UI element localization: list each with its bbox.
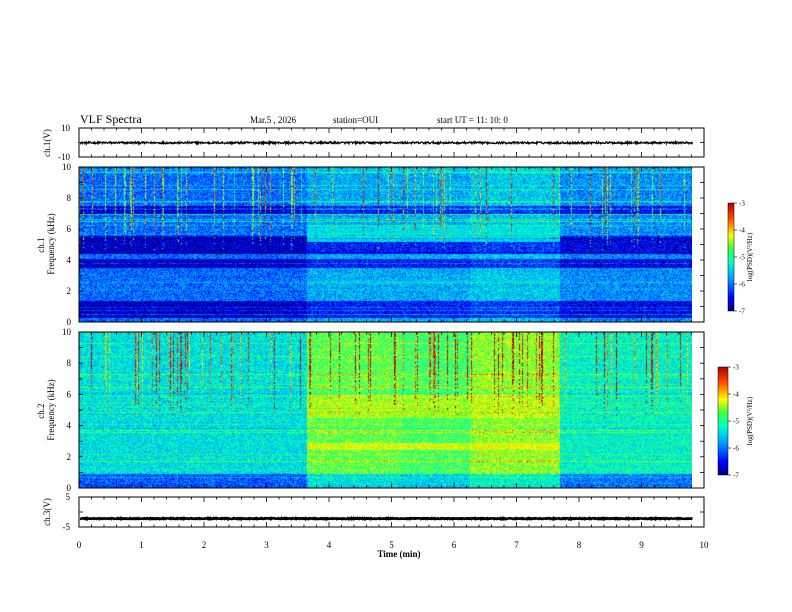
ch2-colorbar-ticks: -3 -4 -5 -6 -7 xyxy=(728,364,739,480)
ch2-colorbar xyxy=(717,366,729,476)
ytick-label: 4 xyxy=(67,421,72,431)
colorbar-tick-label: -7 xyxy=(739,308,745,316)
colorbar-tick-label: -7 xyxy=(733,472,739,480)
colorbar-tick-label: -5 xyxy=(739,254,745,262)
ch1-ytick-top: 10 xyxy=(61,123,71,133)
ch2-spectrogram-ylabel: ch.2 Frequency (kHz) xyxy=(36,379,56,440)
ch2-spectrogram-ytick-labels: 0 2 4 6 8 10 xyxy=(62,327,72,493)
ytick-label: 0 xyxy=(67,483,72,493)
ch1-ylabel: ch.1(V) xyxy=(42,129,52,157)
time-tick-label: 1 xyxy=(139,540,144,550)
ch1-waveform-panel: 10 -10 ch.1(V) xyxy=(42,123,705,162)
ch1-spectrogram-image xyxy=(79,167,692,322)
ch2-spectrogram-image xyxy=(79,332,692,488)
ytick-label: 8 xyxy=(67,358,72,368)
ytick-label: 8 xyxy=(67,193,72,203)
ytick-label: 6 xyxy=(67,224,72,234)
ch3-ytick-bottom: -5 xyxy=(63,522,71,532)
figure-title: VLF Spectra xyxy=(80,112,142,126)
ytick-label: 2 xyxy=(67,452,72,462)
ytick-label: 10 xyxy=(62,162,72,172)
ch1-spectrogram-ylabel: ch.1 Frequency (kHz) xyxy=(36,213,56,274)
ch2-spectrogram-ticks xyxy=(78,331,705,489)
time-tick-label: 9 xyxy=(639,540,644,550)
colorbar-tick-label: -3 xyxy=(739,200,745,208)
ch1-spectrogram-ylabel-unit: Frequency (kHz) xyxy=(46,213,56,274)
colorbar-tick-label: -6 xyxy=(733,445,739,453)
colorbar-tick-label: -4 xyxy=(739,227,745,235)
colorbar-tick-label: -4 xyxy=(733,391,739,399)
ch2-spectrogram-ylabel-unit: Frequency (kHz) xyxy=(46,379,56,440)
ch1-colorbar-label: log(PSD)(V²/Hz) xyxy=(746,232,754,281)
ch1-spectrogram-ytick-labels: 0 2 4 6 8 10 xyxy=(62,162,72,327)
ch2-spectrogram-ylabel-channel: ch.2 xyxy=(36,404,46,419)
ytick-label: 4 xyxy=(67,255,72,265)
time-tick-label: 7 xyxy=(514,540,519,550)
ch1-spectrogram-ticks xyxy=(78,166,705,323)
ch1-spectrogram-ylabel-channel: ch.1 xyxy=(36,238,46,253)
ch2-colorbar-label: log(PSD)(V²/Hz) xyxy=(746,396,754,445)
ch3-waveform-trace xyxy=(79,515,693,522)
time-tick-label: 5 xyxy=(389,540,394,550)
ch1-waveform-ticks xyxy=(78,127,705,158)
ch1-ytick-bottom: -10 xyxy=(58,152,70,162)
ch3-ytick-top: 5 xyxy=(66,492,71,502)
time-tick-label: 6 xyxy=(452,540,457,550)
colorbar-tick-label: -6 xyxy=(739,281,745,289)
ch1-colorbar-ticks: -3 -4 -5 -6 -7 xyxy=(734,200,745,316)
ytick-label: 10 xyxy=(62,327,72,337)
station-label: station=OUI xyxy=(333,115,378,125)
ytick-label: 2 xyxy=(67,286,72,296)
ch1-colorbar xyxy=(727,202,735,312)
time-tick-label: 8 xyxy=(577,540,582,550)
time-axis-tick-labels: 0 1 2 3 4 5 6 7 8 9 10 xyxy=(77,540,709,550)
date-label: Mar.5 , 2026 xyxy=(250,115,296,125)
time-tick-label: 3 xyxy=(264,540,269,550)
time-tick-label: 0 xyxy=(77,540,82,550)
ch1-waveform-trace xyxy=(79,139,694,147)
time-tick-label: 10 xyxy=(700,540,710,550)
ytick-label: 6 xyxy=(67,389,72,399)
waveform-line xyxy=(79,515,693,522)
colorbar-tick-label: -5 xyxy=(733,418,739,426)
ytick-label: 0 xyxy=(67,317,72,327)
waveform-line xyxy=(79,139,694,147)
start-time-label: start UT = 11: 10: 0 xyxy=(437,115,508,125)
ch3-ylabel: ch.3(V) xyxy=(42,498,52,526)
time-tick-label: 4 xyxy=(327,540,332,550)
time-tick-label: 2 xyxy=(202,540,207,550)
colorbar-tick-label: -3 xyxy=(733,364,739,372)
ch3-waveform-ticks xyxy=(78,496,705,528)
time-axis-label: Time (min) xyxy=(377,549,420,559)
ch3-waveform-panel: 5 -5 ch.3(V) xyxy=(42,492,705,532)
